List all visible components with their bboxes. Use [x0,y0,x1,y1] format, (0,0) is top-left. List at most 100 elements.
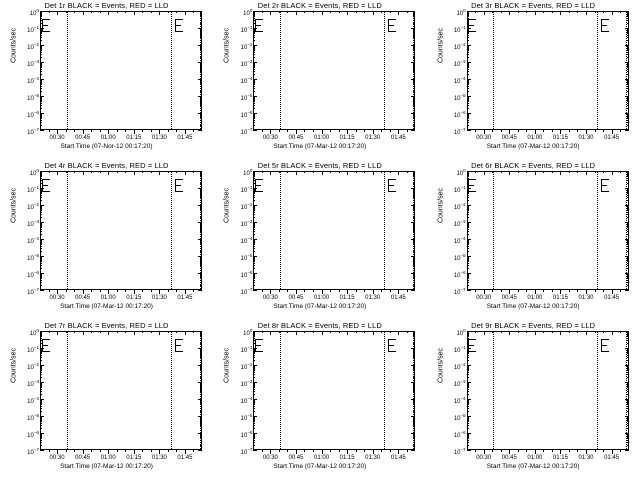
y-axis-minor-tick [626,247,629,249]
x-tick-label: 00:30 [49,135,65,141]
y-axis-minor-tick [626,206,629,208]
panel-det2r: Det 2r BLACK = Events, RED = LLD Counts/s… [213,0,426,160]
y-axis-tick [198,273,202,274]
y-axis-minor-tick [200,348,202,350]
x-axis-minor-tick [364,171,366,173]
y-axis-minor-tick [626,387,629,389]
y-axis-tick [624,62,629,63]
y-axis-minor-tick [200,393,202,395]
x-axis-minor-tick [577,171,579,173]
y-axis-minor-tick [626,371,629,373]
y-axis-minor-tick [253,28,256,30]
y-axis-minor-tick [40,240,42,242]
y-axis-minor-tick [626,121,629,123]
y-axis-tick [411,273,416,274]
y-axis-minor-tick [466,365,469,367]
x-tick-label: 01:15 [552,455,568,461]
y-axis-minor-tick [40,206,42,208]
y-axis-minor-tick [413,366,416,368]
y-axis-tick [411,171,416,172]
x-axis-minor-tick [313,130,314,132]
y-axis-minor-tick [40,113,42,115]
y-axis-minor-tick [253,433,256,435]
y-axis-minor-tick [253,371,256,373]
y-axis-minor-tick [40,417,42,419]
y-tick-label: 10−4 [453,396,466,405]
y-axis-minor-tick [466,70,469,72]
y-tick-label: 10−6 [27,110,39,119]
x-axis-tick [133,130,135,134]
y-axis-minor-tick [466,30,469,32]
y-axis-minor-tick [253,373,256,375]
x-axis-tick [509,171,511,175]
x-axis-tick [108,290,110,294]
y-tick-label: 100 [243,168,253,177]
y-axis-tick [40,11,44,12]
y-axis-minor-tick [253,65,256,67]
y-axis-minor-tick [626,172,629,174]
y-axis-minor-tick [466,387,469,389]
y-axis-minor-tick [200,239,202,241]
data-point-error-bar-1 [388,19,397,32]
y-axis-minor-tick [626,47,629,49]
x-axis-tick [184,130,186,134]
y-axis-minor-tick [40,22,42,24]
data-point-error-bar-1 [174,339,183,352]
y-axis-minor-tick [466,373,469,375]
y-axis-tick [466,113,471,114]
y-axis-minor-tick [253,332,256,334]
y-axis-tick [253,130,258,131]
x-axis-minor-tick [389,450,391,452]
x-axis-minor-tick [364,450,366,452]
y-axis-minor-tick [200,401,202,403]
y-axis-minor-tick [253,102,256,104]
y-axis-minor-tick [466,410,469,412]
y-axis-minor-tick [40,261,42,263]
y-tick-label: 10−5 [453,413,466,422]
x-axis-minor-tick [406,331,408,333]
y-axis-minor-tick [200,342,202,344]
y-axis-minor-tick [40,262,42,264]
y-tick-label: 10−5 [240,93,253,102]
gridline-vertical-2 [626,12,628,129]
y-axis-minor-tick [413,34,416,36]
y-tick-label: 100 [456,328,466,337]
y-axis-minor-tick [413,46,416,48]
y-axis-minor-tick [626,421,629,423]
y-axis-minor-tick [200,45,202,47]
y-axis-minor-tick [466,353,469,355]
y-axis-minor-tick [200,419,202,421]
y-axis-minor-tick [200,13,202,15]
y-axis-minor-tick [253,45,256,47]
x-axis-minor-tick [278,11,280,13]
y-tick-label: 10−5 [27,413,39,422]
gridline-vertical-1 [383,332,385,449]
y-axis-minor-tick [413,407,416,409]
x-axis-tick [133,331,135,335]
y-axis-minor-tick [200,274,202,276]
y-tick-label: 10−1 [27,185,39,194]
y-axis-minor-tick [466,82,469,84]
y-axis-minor-tick [466,331,469,333]
y-axis-minor-tick [40,81,42,83]
y-axis-minor-tick [40,350,42,352]
gridline-vertical-2 [412,12,414,129]
y-axis-tick [466,273,471,274]
y-axis-minor-tick [466,267,469,269]
y-axis-minor-tick [626,173,629,175]
panel-title: Det 8r BLACK = Events, RED = LLD [257,321,382,330]
y-axis-minor-tick [253,224,256,226]
y-axis-minor-tick [413,81,416,83]
y-axis-minor-tick [626,441,629,443]
x-axis-minor-tick [116,290,118,292]
y-tick-label: 100 [29,168,39,177]
y-axis-minor-tick [200,116,202,118]
y-tick-label: 10−6 [453,110,466,119]
y-axis-minor-tick [200,273,202,275]
y-axis-minor-tick [200,50,202,52]
y-axis-minor-tick [40,233,42,235]
y-axis-tick [624,239,629,240]
x-axis-minor-tick [313,11,314,13]
y-axis-minor-tick [626,189,629,191]
x-axis-tick [270,130,272,134]
